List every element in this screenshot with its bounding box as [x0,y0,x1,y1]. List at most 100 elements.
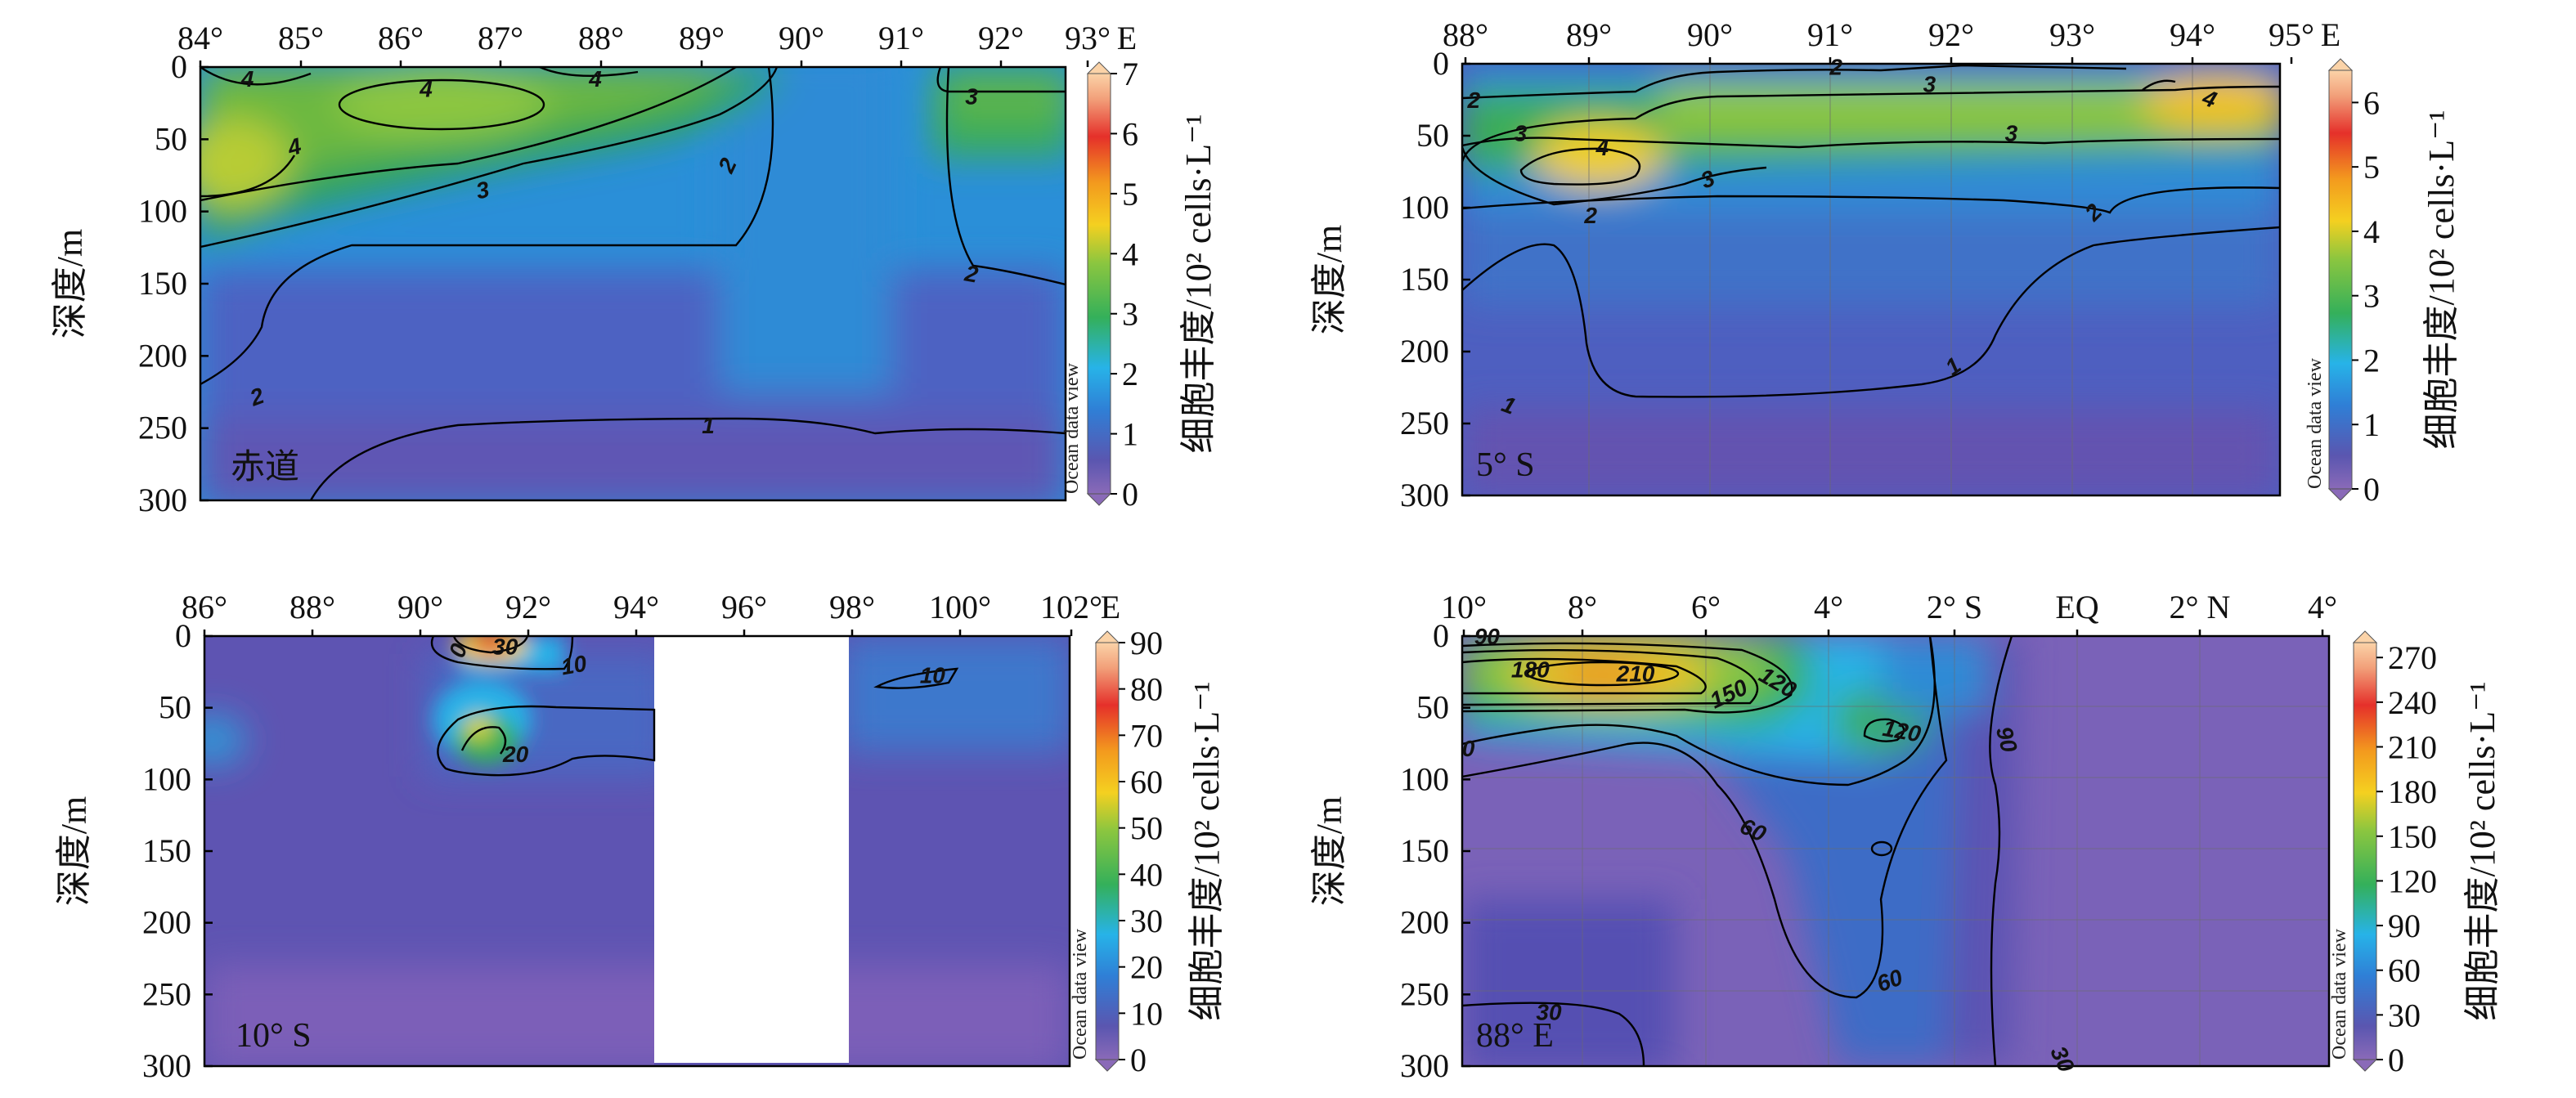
colorbar-tick-label: 2 [2363,342,2380,379]
colorbar-tick-label: 60 [2388,952,2421,989]
colorbar-tick-label: 30 [2388,997,2421,1033]
x-tick-label: 92° [1928,16,1974,53]
x-tick-label: 6° [1691,589,1721,625]
colorbar-bottom-cap [1094,1059,1120,1072]
y-tick-label: 100 [142,760,191,797]
contour-label: 0 [1462,736,1475,761]
x-tick-label: 93° [1065,20,1111,56]
colorbar-tick-label: 80 [1130,671,1163,708]
x-tick-label: 91° [1807,16,1853,53]
panel-equator-field [200,67,1066,500]
contour-label: 10 [559,651,589,680]
y-tick-label: 300 [1400,477,1449,513]
colorbar-top-cap [2327,58,2354,71]
colorbar-ramp [1095,642,1120,1060]
contour-label: 4 [588,66,602,92]
x-tick-label: 94° [613,589,659,625]
y-tick-label: 300 [1400,1047,1449,1084]
colorbar-label: 细胞丰度/10² cells·L⁻¹ [2462,682,2502,1021]
colorbar-ramp [2328,69,2353,490]
y-tick-label: 50 [1416,117,1449,154]
x-tick-label: 90° [397,589,443,625]
colorbar-tick-label: 0 [1122,476,1138,513]
odv-watermark: Ocean data view [2304,357,2326,489]
colorbar-tick-label: 6 [1122,115,1138,152]
y-tick-label: 200 [1400,333,1449,370]
x-unit-label: E [1101,589,1120,625]
colorbar-tick-label: 0 [2363,471,2380,508]
y-tick-label: 250 [138,410,187,446]
colorbar-bottom-cap [2327,488,2354,501]
colorbar-tick-label: 5 [2363,149,2380,186]
colorbar-tick-label: 0 [1130,1042,1147,1078]
colorbar: 0 1 2 3 4 5 6 7 [1086,56,1138,513]
odv-watermark: Ocean data view [1061,362,1083,494]
y-tick-label: 50 [1416,689,1449,726]
colorbar: 0 10 20 30 40 50 60 70 80 90 [1094,625,1163,1078]
y-tick-label: 0 [171,48,187,85]
contour-label: 4 [419,77,433,102]
y-tick-label: 100 [1400,760,1449,797]
x-tick-label: 10° [1441,589,1487,625]
x-tick-label: 94° [2170,16,2215,53]
y-tick-label: 300 [138,482,187,518]
panel-region-label: 5° S [1476,446,1535,484]
colorbar-tick-label: 2 [1122,356,1138,392]
panel-2-axes: 88° 89° 90° 91° 92° 93° 94° 95° E050100150200250… [1309,16,2462,513]
colorbar-tick-label: 4 [2363,213,2380,250]
panel-region-label: 88° E [1476,1017,1554,1055]
colorbar-ramp [1087,73,1111,495]
x-tick-label: 2° N [2170,589,2231,625]
y-tick-label: 0 [1433,617,1449,654]
contour-label: 3 [965,83,978,109]
y-axis-label: 深度/m [50,229,90,338]
y-tick-label: 250 [1400,975,1449,1012]
x-tick-label: 92° [978,20,1024,56]
colorbar-tick-label: 120 [2388,863,2437,899]
contour-label: 30 [1536,999,1562,1024]
x-tick-label: 91° [878,20,924,56]
colorbar-top-cap [1094,630,1120,643]
panel-5s [1461,62,2282,497]
x-tick-label: 96° [721,589,767,625]
colorbar-tick-label: 1 [1122,416,1138,453]
y-axis-label: 深度/m [1309,796,1349,906]
x-tick-label: 89° [1566,16,1612,53]
panel-10s-field [204,636,1070,1066]
colorbar-top-cap [1086,61,1112,74]
x-tick-label: 88° [1443,16,1488,53]
x-tick-label: EQ [2055,589,2098,625]
x-tick-label: 93° [2049,16,2095,53]
colorbar-tick-label: 210 [2388,729,2437,766]
x-tick-label: 4° [2308,589,2337,625]
contour-label: 3 [1923,72,1936,97]
colorbar: 0 30 60 90 120 150 180 210 240 270 [2352,630,2437,1078]
x-tick-label: 87° [478,20,523,56]
chart-overlay: 84° 85° 86° 87° 88° 89° 90° 91° 92° 93° E050100150… [50,16,2502,1084]
y-tick-label: 150 [142,832,191,869]
x-tick-label: 85° [278,20,324,56]
colorbar-label: 细胞丰度/10² cells·L⁻¹ [2421,110,2462,450]
y-tick-label: 100 [138,193,187,230]
panel-4-axes: 10° 8° 6° 4° 2° S EQ 2° N 4°050100150200250300深… [1309,589,2502,1084]
colorbar-tick-label: 6 [2363,84,2380,121]
x-tick-label: 102° [1040,589,1102,625]
y-tick-label: 200 [138,337,187,374]
y-tick-label: 150 [1400,261,1449,298]
contour-label: 2 [1829,55,1842,80]
colorbar-tick-label: 90 [1130,625,1163,661]
colorbar-tick-label: 150 [2388,818,2437,855]
panel-equator [199,65,1067,502]
contour-label: 20 [502,742,529,767]
colorbar-tick-label: 30 [1130,903,1163,939]
contour-label: 2 [963,260,981,287]
x-tick-label: 98° [829,589,875,625]
colorbar-ramp [2353,642,2377,1060]
x-tick-label: 95° [2269,16,2314,53]
panel-88e-field [1462,636,2329,1066]
x-tick-label: 86° [378,20,424,56]
y-tick-label: 50 [155,120,187,157]
panel-1-axes: 84° 85° 86° 87° 88° 89° 90° 91° 92° 93° E050100150… [50,20,1218,518]
colorbar-bottom-cap [2352,1059,2378,1072]
